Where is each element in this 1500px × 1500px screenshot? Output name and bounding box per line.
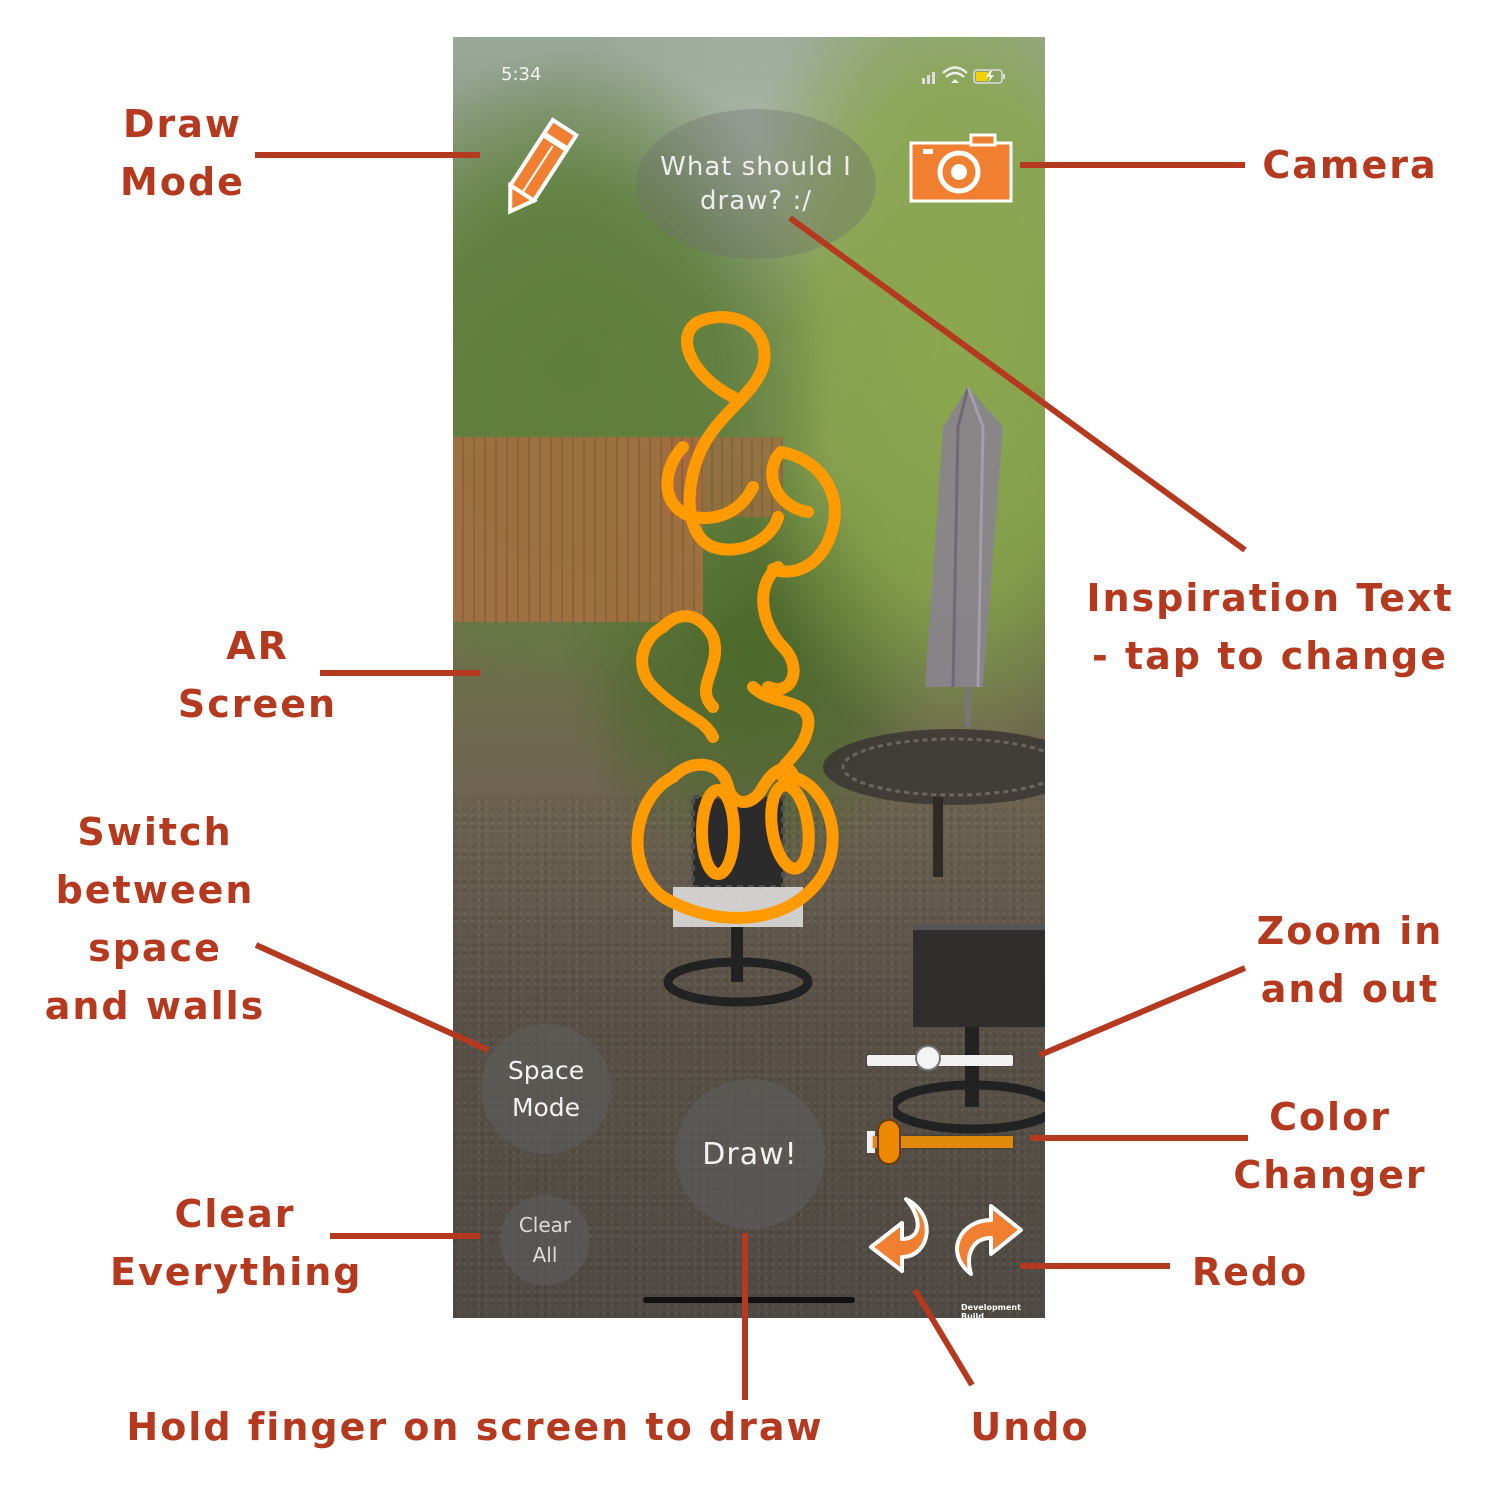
annotation-inspiration: Inspiration Text - tap to change — [1086, 576, 1454, 678]
draw-button-label: Draw! — [702, 1136, 798, 1172]
callout-line-switch-mode — [254, 942, 490, 1053]
callout-line-inspiration — [788, 215, 1247, 553]
battery-charging-icon — [973, 69, 1005, 84]
inspiration-text: What should I draw? :/ — [660, 152, 852, 216]
development-build-label: Development Build — [961, 1303, 1021, 1318]
background-table — [823, 729, 1045, 877]
undo-arrow-icon[interactable] — [868, 1195, 938, 1275]
callout-line-zoom — [1038, 965, 1247, 1058]
annotation-camera: Camera — [1262, 143, 1438, 187]
annotation-switch-mode: Switch between space and walls — [44, 810, 266, 1028]
annotation-clear: Clear Everything — [110, 1192, 363, 1294]
annotation-hold-to-draw: Hold finger on screen to draw — [126, 1405, 824, 1449]
color-changer-slider[interactable] — [867, 1117, 1017, 1167]
zoom-slider-thumb[interactable] — [915, 1045, 941, 1071]
annotation-draw-mode: Draw Mode — [120, 102, 245, 204]
home-indicator — [643, 1297, 855, 1303]
inspiration-text-button[interactable]: What should I draw? :/ — [636, 109, 876, 259]
redo-arrow-icon[interactable] — [951, 1202, 1023, 1277]
cellular-signal-icon — [922, 72, 935, 84]
annotation-zoom: Zoom in and out — [1256, 909, 1444, 1011]
status-time: 5:34 — [501, 64, 542, 85]
draw-button[interactable]: Draw! — [675, 1079, 825, 1229]
clear-all-button[interactable]: Clear All — [500, 1195, 590, 1285]
ar-drawing-strokes — [631, 311, 841, 924]
wifi-icon — [942, 66, 968, 83]
background-umbrella — [925, 387, 1003, 727]
pencil-icon[interactable] — [489, 112, 589, 222]
annotation-redo: Redo — [1191, 1250, 1309, 1294]
camera-icon[interactable] — [909, 133, 1013, 203]
color-slider-thumb[interactable] — [877, 1119, 901, 1165]
callout-line-undo — [912, 1288, 975, 1387]
space-mode-label: Space Mode — [507, 1056, 585, 1122]
color-slider-track — [873, 1136, 1013, 1148]
annotation-undo: Undo — [970, 1405, 1090, 1449]
ar-screen[interactable]: 5:34 What should I draw? :/ — [453, 37, 1045, 1318]
space-mode-button[interactable]: Space Mode — [481, 1024, 611, 1154]
background-chair-right — [893, 924, 1045, 1134]
clear-all-label: Clear All — [518, 1213, 572, 1267]
zoom-slider[interactable] — [867, 1045, 1017, 1075]
background-fence — [453, 437, 703, 622]
color-slider-start — [867, 1131, 875, 1153]
annotation-color: Color Changer — [1233, 1095, 1427, 1197]
status-icons — [922, 66, 1005, 84]
annotation-ar-screen: AR Screen — [177, 624, 338, 726]
